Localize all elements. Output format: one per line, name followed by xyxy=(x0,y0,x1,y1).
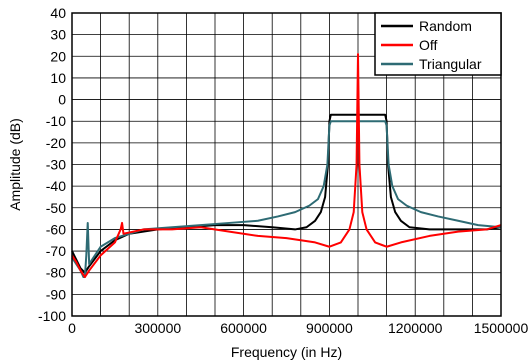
y-tick-label: -20 xyxy=(46,135,66,151)
grid-lines xyxy=(71,12,502,317)
y-axis-title: Amplitude (dB) xyxy=(7,118,23,211)
legend-label-random: Random xyxy=(419,18,472,34)
y-tick-label: 40 xyxy=(50,5,66,21)
y-tick-label: -100 xyxy=(38,308,66,324)
x-tick-label: 0 xyxy=(68,320,76,336)
x-tick-label: 900000 xyxy=(306,320,353,336)
y-tick-label: 10 xyxy=(50,70,66,86)
x-tick-label: 1500000 xyxy=(474,320,529,336)
x-tick-label: 1200000 xyxy=(388,320,443,336)
y-tick-label: -80 xyxy=(46,265,66,281)
legend: Random Off Triangular xyxy=(374,12,502,76)
x-tick-label: 300000 xyxy=(134,320,181,336)
y-tick-label: 0 xyxy=(58,92,66,108)
y-tick-label: 20 xyxy=(50,48,66,64)
series-line-off xyxy=(71,53,502,279)
series-line-triangular xyxy=(71,120,502,279)
x-axis-title: Frequency (in Hz) xyxy=(231,344,342,360)
y-tick-label: -60 xyxy=(46,221,66,237)
y-tick-label: -30 xyxy=(46,157,66,173)
y-tick-label: -10 xyxy=(46,113,66,129)
y-tick-label: -70 xyxy=(46,243,66,259)
x-tick-label: 600000 xyxy=(220,320,267,336)
x-tick-labels: 0 300000 600000 900000 1200000 1500000 xyxy=(68,320,528,336)
plot-frame xyxy=(71,12,502,317)
y-tick-label: 30 xyxy=(50,27,66,43)
series-line-random xyxy=(71,113,502,274)
series-lines xyxy=(71,53,502,279)
y-tick-label: -40 xyxy=(46,178,66,194)
y-tick-label: -90 xyxy=(46,286,66,302)
y-tick-label: -50 xyxy=(46,200,66,216)
legend-label-off: Off xyxy=(419,37,438,53)
legend-label-triangular: Triangular xyxy=(419,56,482,72)
